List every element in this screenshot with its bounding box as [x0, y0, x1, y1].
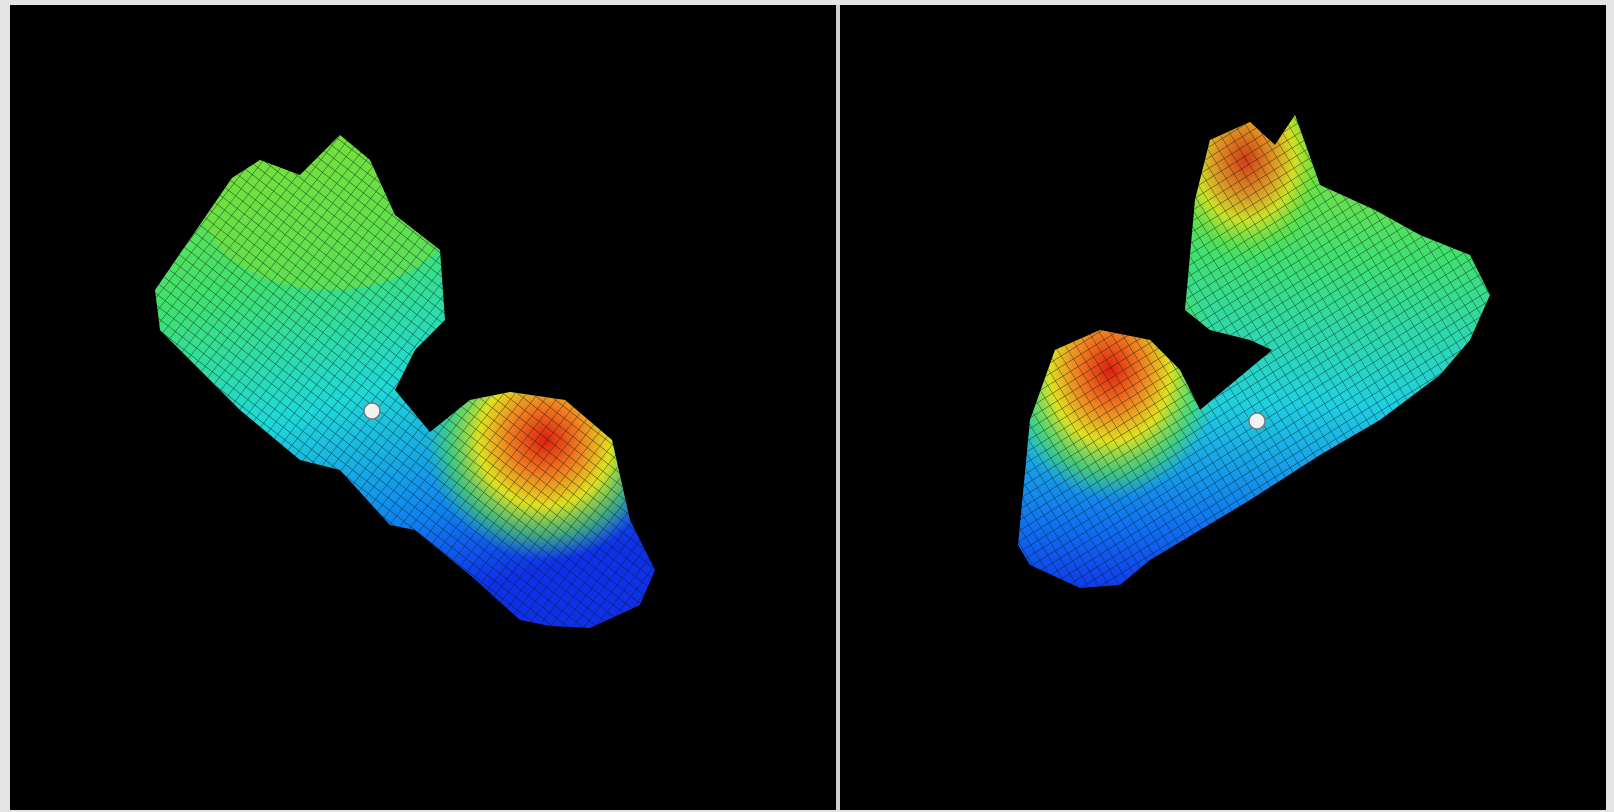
app-window	[0, 0, 1614, 812]
left-viewport[interactable]	[10, 5, 836, 810]
viewport-background	[10, 5, 836, 810]
viewer	[0, 0, 1614, 812]
position-marker	[364, 403, 380, 419]
splitter[interactable]	[836, 5, 840, 810]
position-marker	[1249, 413, 1265, 429]
right-viewport[interactable]	[840, 5, 1606, 810]
